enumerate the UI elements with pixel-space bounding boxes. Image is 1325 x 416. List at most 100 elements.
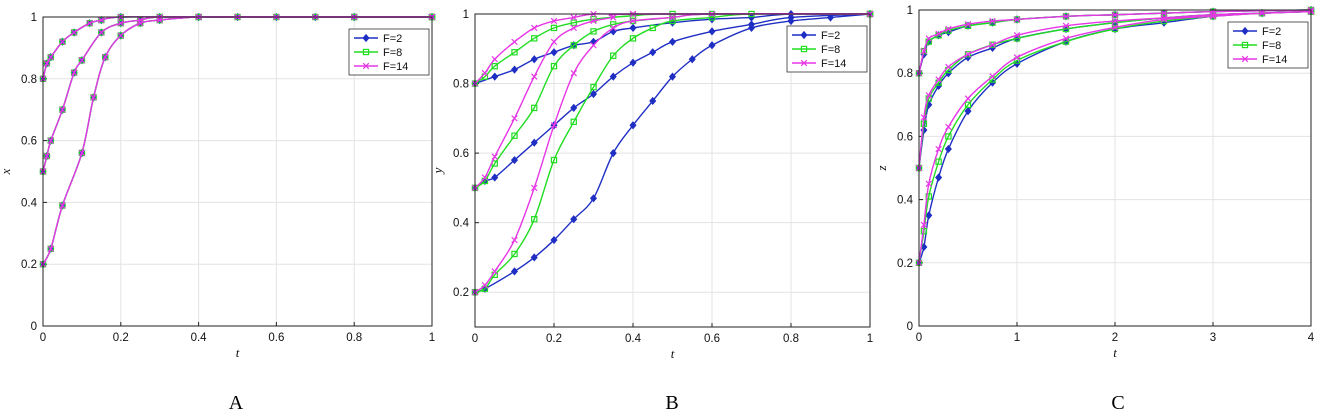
x-tick-label: 0	[40, 332, 46, 344]
data-point	[511, 236, 518, 244]
y-tick-label: 0.2	[897, 258, 913, 270]
data-point	[510, 267, 519, 276]
legend-marker	[1241, 55, 1249, 63]
y-tick-label: 0.2	[21, 259, 37, 271]
data-point	[78, 57, 86, 64]
data-point	[1062, 13, 1070, 20]
data-point	[610, 14, 617, 21]
data-point	[1111, 25, 1119, 33]
data-point	[589, 194, 598, 203]
data-point	[117, 32, 124, 39]
data-point	[47, 53, 55, 61]
data-point	[511, 250, 518, 258]
data-point	[590, 42, 597, 49]
data-point	[550, 156, 558, 164]
y-tick-label: 0.8	[21, 74, 37, 86]
legend-label: F=8	[383, 47, 402, 59]
data-point	[669, 14, 676, 21]
data-point	[531, 24, 538, 32]
data-point	[920, 114, 928, 121]
data-point	[989, 17, 996, 25]
data-point	[570, 42, 577, 49]
data-point	[629, 121, 637, 130]
data-point	[117, 32, 125, 39]
data-point	[570, 69, 577, 77]
data-point	[491, 55, 498, 63]
data-point	[86, 19, 93, 27]
data-point	[59, 202, 66, 209]
axes-frame	[474, 13, 871, 328]
data-point	[708, 27, 716, 36]
data-point	[43, 60, 51, 67]
data-point	[47, 245, 54, 252]
y-tick-label: 0.6	[897, 131, 913, 143]
data-point	[668, 72, 677, 81]
data-point	[531, 73, 538, 80]
data-point	[570, 14, 577, 21]
data-point	[964, 22, 972, 30]
data-point	[78, 57, 86, 64]
data-point	[925, 35, 933, 42]
legend-marker	[362, 48, 370, 56]
legend-label: F=14	[1262, 54, 1287, 66]
data-point	[550, 24, 558, 32]
legend: F=2 F=8 F=14	[786, 25, 868, 73]
data-point	[944, 144, 952, 154]
data-point	[531, 35, 538, 42]
x-tick-label: 3	[1210, 332, 1216, 344]
panel-letter-b: B	[665, 392, 678, 414]
data-point	[98, 29, 105, 36]
legend-label: F=14	[383, 61, 408, 73]
data-point	[59, 202, 66, 209]
data-point	[491, 268, 498, 275]
panel-a-chart: 0 0.2 0.4 0.6 0.8 1 0 0.2 0.4 0.6 0.8 1 t x F=2 F=8 F=14	[0, 12, 436, 360]
data-point	[649, 24, 656, 32]
y-tick-label: 0.4	[21, 197, 38, 209]
data-point	[78, 149, 86, 157]
x-tick-label: 0.2	[113, 332, 129, 344]
x-tick-label: 0.2	[546, 333, 562, 345]
data-point	[747, 13, 756, 22]
legend-label: F=14	[821, 58, 846, 70]
data-point	[491, 173, 499, 182]
y-tick-label: 0.4	[453, 218, 470, 230]
data-point	[510, 155, 519, 165]
data-point	[925, 92, 933, 99]
data-point	[989, 73, 996, 80]
data-point	[649, 96, 657, 106]
data-point	[70, 69, 78, 76]
data-point	[989, 41, 996, 48]
x-tick-label: 1	[429, 332, 435, 344]
data-point	[964, 51, 972, 58]
data-point	[935, 30, 942, 37]
data-point	[708, 14, 716, 21]
data-point	[531, 104, 538, 112]
legend-marker	[800, 59, 808, 67]
data-point	[102, 53, 109, 61]
data-point	[491, 72, 499, 81]
data-point	[47, 137, 54, 144]
data-point	[1111, 17, 1119, 25]
series-f-14	[915, 6, 1315, 267]
data-point	[70, 29, 78, 36]
data-point	[531, 184, 538, 192]
data-point	[550, 38, 558, 46]
legend-label: F=2	[821, 30, 840, 42]
data-point	[550, 48, 558, 57]
y-tick-label: 1	[463, 9, 469, 21]
legend-marker	[800, 30, 808, 40]
x-tick-label: 0.4	[625, 333, 642, 345]
x-tick-label: 0.6	[704, 333, 720, 345]
data-point	[98, 16, 105, 24]
data-point	[98, 29, 105, 36]
panel-b-chart: 0 0.2 0.4 0.6 0.8 1 0.2 0.4 0.6 0.8 1 t y F=2 F=8 F=14	[430, 9, 874, 361]
data-point	[510, 65, 519, 74]
axes-frame	[918, 9, 1312, 327]
data-point	[70, 29, 78, 36]
data-point	[964, 51, 972, 58]
data-point	[610, 52, 617, 59]
data-point	[1062, 22, 1070, 30]
data-point	[1062, 35, 1070, 42]
legend-label: F=8	[1262, 40, 1281, 52]
y-axis-label: y	[430, 167, 445, 175]
